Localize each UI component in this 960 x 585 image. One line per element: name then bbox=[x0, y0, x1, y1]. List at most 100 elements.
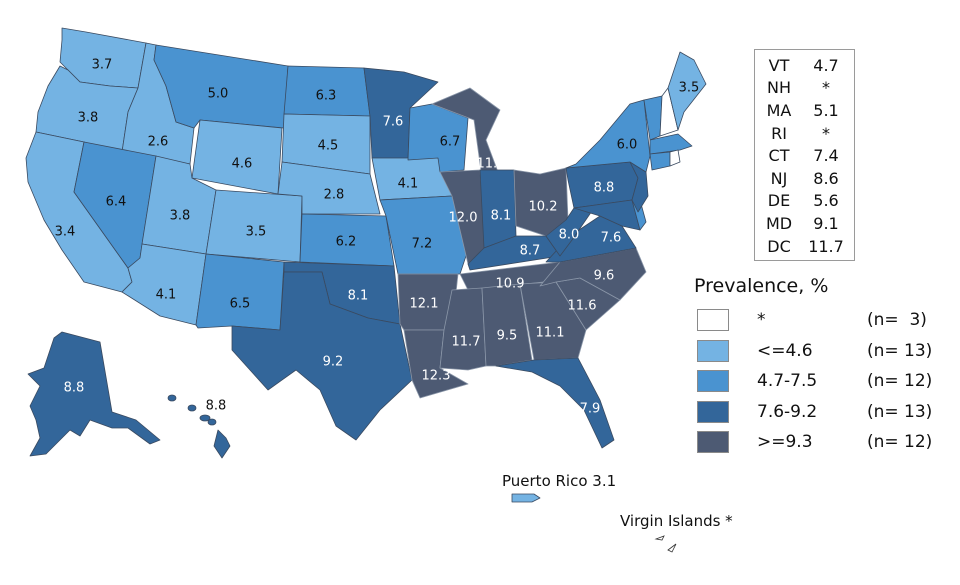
label-al: 9.5 bbox=[497, 329, 518, 344]
label-tn: 10.9 bbox=[496, 277, 525, 292]
state-ak bbox=[27, 331, 161, 457]
label-ut: 3.8 bbox=[170, 209, 191, 224]
label-mi: 11.3 bbox=[477, 157, 506, 172]
label-tx: 9.2 bbox=[323, 355, 344, 370]
label-nm: 6.5 bbox=[230, 297, 251, 312]
label-nd: 6.3 bbox=[316, 89, 337, 104]
virgin-islands-label: Virgin Islands * bbox=[620, 512, 733, 530]
states bbox=[25, 27, 707, 553]
label-ga: 11.1 bbox=[536, 326, 565, 341]
legend-row-mid: 4.7-7.5 (n= 12) bbox=[694, 366, 954, 397]
label-il: 12.0 bbox=[449, 211, 478, 226]
legend-label: >=9.3 bbox=[757, 432, 813, 453]
label-wv: 8.0 bbox=[559, 228, 580, 243]
legend-count: (n= 13) bbox=[867, 401, 933, 422]
state-ri bbox=[669, 149, 681, 167]
label-wi: 6.7 bbox=[440, 135, 461, 150]
ne-row-nh: NH * bbox=[755, 77, 854, 100]
ne-value: * bbox=[822, 78, 830, 98]
label-id: 2.6 bbox=[148, 135, 169, 150]
label-hi: 8.8 bbox=[206, 399, 227, 414]
legend-row-suppressed: * (n= 3) bbox=[694, 305, 954, 336]
label-ky: 8.7 bbox=[520, 244, 541, 259]
legend-swatch bbox=[697, 431, 729, 454]
ne-abbr: MA bbox=[766, 100, 792, 120]
label-fl: 7.9 bbox=[580, 402, 601, 417]
ne-value: 5.6 bbox=[813, 191, 839, 211]
legend-swatch bbox=[697, 309, 729, 332]
ne-value: 7.4 bbox=[813, 146, 839, 166]
legend-count: (n= 13) bbox=[867, 340, 933, 361]
label-ms: 11.7 bbox=[452, 335, 481, 350]
ne-value: 11.7 bbox=[808, 236, 844, 256]
legend-swatch bbox=[697, 400, 729, 423]
state-me bbox=[667, 51, 707, 131]
legend-count: (n= 12) bbox=[867, 371, 933, 392]
ne-abbr: MD bbox=[765, 213, 793, 233]
state-nm bbox=[195, 253, 285, 331]
label-ak: 8.8 bbox=[64, 381, 85, 396]
label-mo: 7.2 bbox=[412, 237, 433, 252]
label-nv: 6.4 bbox=[106, 195, 127, 210]
territory-vi bbox=[654, 535, 677, 553]
ne-value: 5.1 bbox=[813, 100, 839, 120]
label-mt: 5.0 bbox=[208, 87, 229, 102]
northeast-values-box: VT 4.7 NH * MA 5.1 RI * CT 7.4 NJ 8.6 DE 5.6 MD… bbox=[754, 49, 855, 261]
label-in: 8.1 bbox=[491, 209, 512, 224]
legend-row-highest: >=9.3 (n= 12) bbox=[694, 427, 954, 458]
label-va: 7.6 bbox=[601, 231, 622, 246]
label-wy: 4.6 bbox=[232, 157, 253, 172]
ne-row-ct: CT 7.4 bbox=[755, 144, 854, 167]
label-ar: 12.1 bbox=[410, 297, 439, 312]
label-or: 3.8 bbox=[78, 111, 99, 126]
ne-value: 4.7 bbox=[813, 55, 839, 75]
legend-count: (n= 3) bbox=[867, 310, 927, 331]
legend-row-high: 7.6-9.2 (n= 13) bbox=[694, 397, 954, 428]
ne-abbr: RI bbox=[771, 123, 787, 143]
legend-label: 7.6-9.2 bbox=[757, 401, 818, 422]
label-sd: 4.5 bbox=[318, 139, 339, 154]
label-sc: 11.6 bbox=[568, 299, 597, 314]
label-ks: 6.2 bbox=[336, 235, 357, 250]
state-ct bbox=[649, 151, 671, 171]
legend-swatch bbox=[697, 370, 729, 393]
label-ok: 8.1 bbox=[348, 289, 369, 304]
ne-row-dc: DC 11.7 bbox=[755, 235, 854, 258]
label-ny: 6.0 bbox=[617, 138, 638, 153]
label-la: 12.3 bbox=[422, 369, 451, 384]
ne-row-vt: VT 4.7 bbox=[755, 54, 854, 77]
legend: Prevalence, % * (n= 3) <=4.6 (n= 13) 4.7… bbox=[694, 275, 954, 458]
legend-title: Prevalence, % bbox=[694, 275, 829, 297]
ne-row-ri: RI * bbox=[755, 122, 854, 145]
ne-row-ma: MA 5.1 bbox=[755, 99, 854, 122]
label-pa: 8.8 bbox=[594, 181, 615, 196]
ne-abbr: NJ bbox=[770, 168, 788, 188]
territory-pr bbox=[511, 493, 541, 503]
state-fl bbox=[495, 357, 615, 449]
ne-value: 8.6 bbox=[813, 168, 839, 188]
ne-value: 9.1 bbox=[813, 213, 839, 233]
legend-label: * bbox=[757, 310, 766, 331]
state-tx bbox=[231, 271, 413, 441]
label-az: 4.1 bbox=[156, 288, 177, 303]
legend-count: (n= 12) bbox=[867, 432, 933, 453]
ne-abbr: DC bbox=[767, 236, 791, 256]
ne-abbr: VT bbox=[768, 55, 790, 75]
label-ca: 3.4 bbox=[55, 225, 76, 240]
legend-label: <=4.6 bbox=[757, 340, 813, 361]
label-co: 3.5 bbox=[246, 225, 267, 240]
legend-swatch bbox=[697, 339, 729, 362]
label-ia: 4.1 bbox=[398, 177, 419, 192]
label-ne: 2.8 bbox=[324, 188, 345, 203]
puerto-rico-label: Puerto Rico 3.1 bbox=[502, 472, 617, 490]
state-value-labels: 3.7 3.8 3.4 2.6 6.4 3.8 4.1 5.0 4.6 3.5 … bbox=[55, 58, 700, 417]
state-hi bbox=[167, 394, 231, 459]
state-md bbox=[573, 199, 641, 231]
ne-abbr: DE bbox=[767, 191, 791, 211]
label-mn: 7.6 bbox=[383, 115, 404, 130]
legend-label: 4.7-7.5 bbox=[757, 371, 818, 392]
ne-row-de: DE 5.6 bbox=[755, 190, 854, 213]
state-ny bbox=[565, 99, 651, 173]
label-nc: 9.6 bbox=[594, 269, 615, 284]
